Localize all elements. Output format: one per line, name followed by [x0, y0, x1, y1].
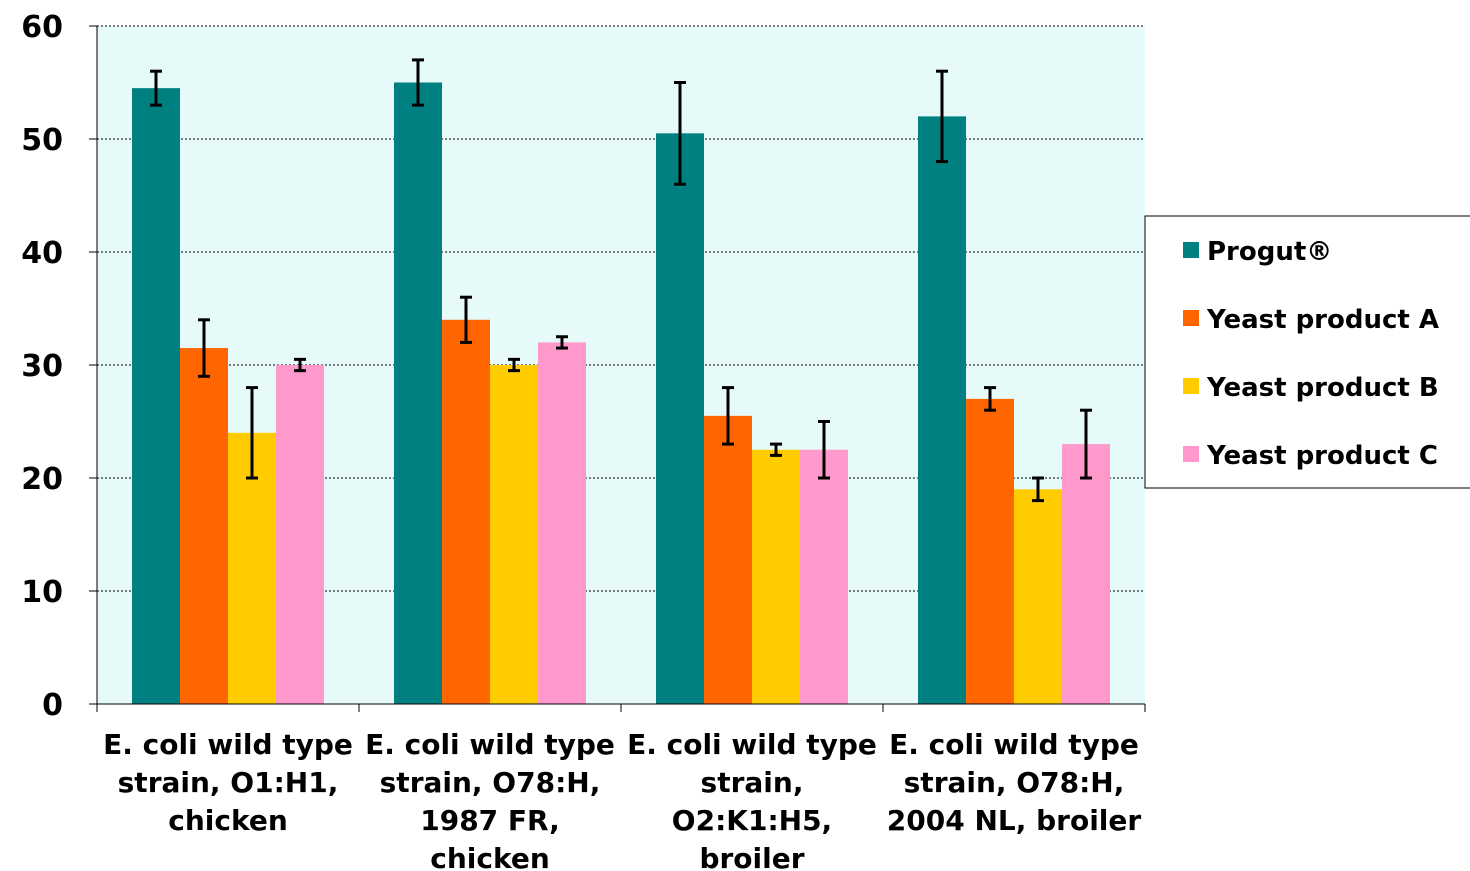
x-category-label: E. coli wild type strain, O78:H, 1987 FR, c…	[365, 728, 615, 871]
legend-label: Yeast product A	[1206, 305, 1439, 335]
bar	[538, 342, 586, 704]
x-category-label-line: O2:K1:H5,	[672, 804, 832, 837]
x-category-label-line: E. coli wild type	[889, 728, 1139, 761]
legend-swatch	[1183, 242, 1199, 258]
bar	[800, 450, 848, 704]
legend-label: Yeast product C	[1206, 441, 1438, 471]
x-category-label-line: chicken	[168, 804, 288, 837]
y-tick-label: 10	[21, 575, 63, 610]
bar	[442, 320, 490, 704]
legend-swatch	[1183, 446, 1199, 462]
bar	[704, 416, 752, 704]
x-category-label-line: 1987 FR,	[420, 804, 560, 837]
bar	[132, 88, 180, 704]
y-tick-label: 30	[21, 349, 63, 384]
x-category-label-line: strain,	[701, 766, 804, 799]
x-category-label: E. coli wild type strain, O2:K1:H5, broiler	[627, 728, 877, 871]
bar	[1062, 444, 1110, 704]
bar	[656, 133, 704, 704]
x-category-label-line: strain, O78:H,	[904, 766, 1125, 799]
x-category-label-line: strain, O1:H1,	[118, 766, 339, 799]
bar	[180, 348, 228, 704]
x-category-label-line: 2004 NL, broiler	[887, 804, 1142, 837]
x-category-label: E. coli wild type strain, O78:H, 2004 NL, …	[887, 728, 1142, 837]
bar	[490, 365, 538, 704]
x-category-label-line: strain, O78:H,	[380, 766, 601, 799]
y-tick-label: 60	[21, 10, 63, 45]
x-category-label: E. coli wild type strain, O1:H1, chicken	[103, 728, 353, 837]
bar	[1014, 489, 1062, 704]
bar	[918, 116, 966, 704]
legend: Progut® Yeast product A Yeast product B Yea…	[1145, 216, 1470, 488]
y-tick-label: 50	[21, 123, 63, 158]
x-category-label-line: E. coli wild type	[627, 728, 877, 761]
legend-swatch	[1183, 378, 1199, 394]
bar	[966, 399, 1014, 704]
bar	[394, 83, 442, 705]
bar	[752, 450, 800, 704]
legend-label: Progut®	[1207, 237, 1332, 267]
y-axis-ticks: 0 10 20 30 40 50 60	[21, 10, 97, 723]
x-category-label-line: E. coli wild type	[103, 728, 353, 761]
bar	[276, 365, 324, 704]
y-tick-label: 40	[21, 236, 63, 271]
x-category-label-line: E. coli wild type	[365, 728, 615, 761]
y-tick-label: 0	[42, 688, 63, 723]
x-category-label-line: chicken	[430, 842, 550, 871]
y-tick-label: 20	[21, 462, 63, 497]
legend-swatch	[1183, 310, 1199, 326]
x-category-label-line: broiler	[699, 842, 804, 871]
legend-label: Yeast product B	[1206, 373, 1439, 403]
x-axis-labels: E. coli wild type strain, O1:H1, chickenE.…	[103, 728, 1141, 871]
